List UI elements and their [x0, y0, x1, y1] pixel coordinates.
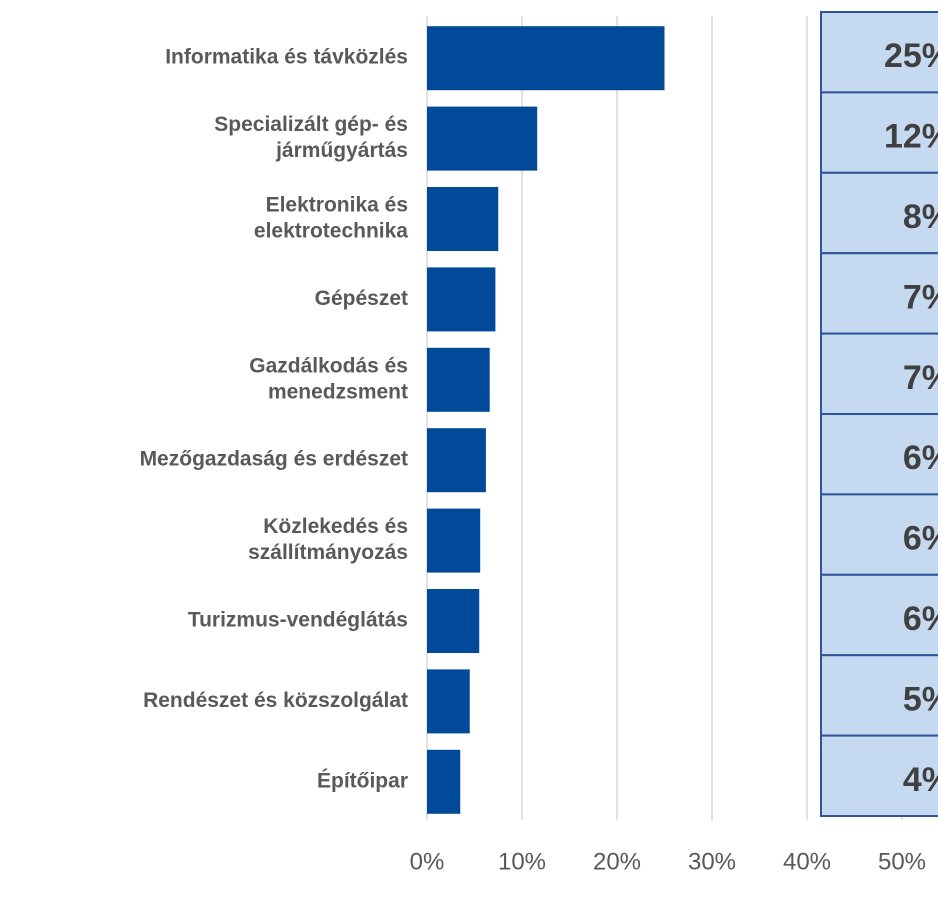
- category-label: Turizmus-vendéglátás: [188, 609, 408, 632]
- value-label: 4%: [903, 761, 938, 799]
- bar: [427, 106, 538, 171]
- value-label: 6%: [903, 439, 938, 477]
- category-label: Gépészet: [315, 287, 408, 310]
- category-label: Mezőgazdaság és erdészet: [140, 448, 408, 471]
- category-label: Építőipar: [317, 769, 408, 792]
- value-label: 8%: [903, 198, 938, 236]
- bar: [427, 589, 480, 653]
- value-label: 7%: [903, 278, 938, 316]
- value-label: 5%: [903, 680, 938, 718]
- value-label: 6%: [903, 520, 938, 558]
- value-cell: [820, 413, 938, 496]
- x-tick-label: 50%: [878, 848, 926, 875]
- category-label: Informatika és távközlés: [165, 46, 408, 69]
- x-tick-label: 10%: [498, 848, 546, 875]
- value-cell: [820, 654, 938, 737]
- value-cell: [820, 734, 938, 817]
- category-label: Specializált gép- és: [214, 113, 408, 136]
- bar: [427, 669, 470, 734]
- value-cell: [820, 171, 938, 255]
- bar: [427, 428, 486, 493]
- value-cell: [820, 493, 938, 576]
- value-label: 25%: [884, 37, 938, 75]
- category-label: menedzsment: [268, 380, 408, 403]
- x-tick-label: 40%: [783, 848, 831, 875]
- bar: [427, 508, 481, 573]
- category-label: szállítmányozás: [248, 541, 408, 564]
- category-label: elektrotechnika: [254, 220, 408, 243]
- category-label: Rendészet és közszolgálat: [143, 689, 408, 712]
- x-tick-label: 0%: [410, 848, 445, 875]
- bar: [427, 267, 496, 332]
- category-label: Elektronika és: [266, 194, 408, 217]
- bar: [427, 347, 490, 412]
- x-tick-label: 30%: [688, 848, 736, 875]
- value-label: 12%: [884, 118, 938, 156]
- category-label: járműgyártás: [275, 139, 408, 162]
- bar: [427, 749, 461, 814]
- x-tick-label: 20%: [593, 848, 641, 875]
- value-label: 7%: [903, 359, 938, 397]
- bar: [427, 187, 499, 251]
- category-label: Gazdálkodás és: [249, 354, 408, 377]
- value-label: 6%: [903, 600, 938, 638]
- value-cell: [820, 332, 938, 416]
- bar: [427, 26, 665, 91]
- category-label: Közlekedés és: [263, 515, 408, 538]
